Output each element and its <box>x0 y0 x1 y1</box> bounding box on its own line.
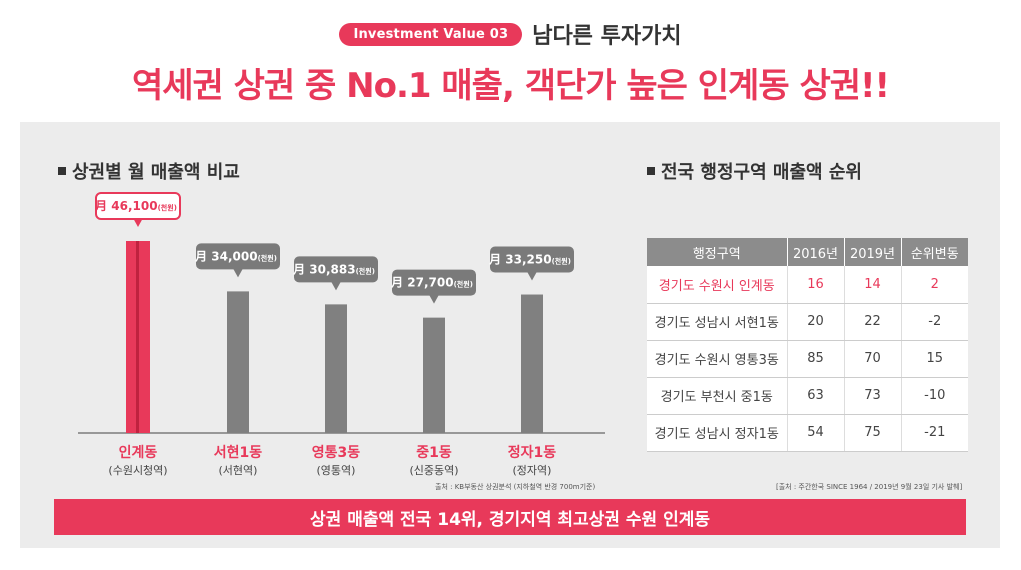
category-sublabel: (정자역) <box>513 464 552 477</box>
ranking-table: 행정구역 2016년 2019년 순위변동 경기도 수원시 인계동 16 14 … <box>647 238 968 452</box>
bullet-square-icon <box>647 167 655 175</box>
category-label: 서현1동 <box>214 445 263 461</box>
callout-pointer <box>233 268 243 278</box>
investment-value-tag: Investment Value 03 <box>339 22 523 46</box>
table-row: 경기도 성남시 서현1동 20 22 -2 <box>647 303 968 341</box>
category-sublabel: (서현역) <box>219 464 258 477</box>
table-cell: 경기도 부천시 중1동 <box>647 377 788 415</box>
left-source-note: 출처 : KB부동산 상권분석 (지하철역 반경 700m기준) <box>435 483 596 491</box>
right-section-title-text: 전국 행정구역 매출액 순위 <box>661 162 862 183</box>
left-section-title: 상권별 월 매출액 비교 <box>58 158 240 184</box>
bar-value-label: 月 27,700(천원) <box>390 276 473 290</box>
table-cell: -10 <box>901 377 968 415</box>
table-cell: 63 <box>787 377 845 415</box>
category-label: 영통3동 <box>312 444 361 461</box>
category-label: 인계동 <box>119 444 158 461</box>
table-cell: 2 <box>901 266 968 304</box>
column-header: 2016년 <box>787 238 845 266</box>
column-header: 행정구역 <box>647 238 788 266</box>
section-tag-row: Investment Value 03 남다른 투자가치 <box>0 18 1021 50</box>
callout-pointer <box>429 294 439 304</box>
right-source-note: [출처 : 주간한국 SINCE 1964 / 2019년 9월 23일 기사 … <box>776 483 963 491</box>
tag-title: 남다른 투자가치 <box>532 24 682 49</box>
monthly-sales-bar-chart: 月 46,100(천원) 인계동 (수원시청역) 月 34,000(천원) 서현1동 (서… <box>78 192 605 477</box>
table-row: 경기도 부천시 중1동 63 73 -10 <box>647 377 968 415</box>
callout-pointer <box>331 281 341 291</box>
table-cell: 경기도 수원시 인계동 <box>647 266 788 304</box>
bullet-square-icon <box>58 167 66 175</box>
table-row: 경기도 수원시 영통3동 85 70 15 <box>647 340 968 378</box>
table-cell: 16 <box>787 266 845 304</box>
value-callout <box>294 256 378 283</box>
table-cell: 경기도 성남시 서현1동 <box>647 303 788 341</box>
bottom-banner: 상권 매출액 전국 14위, 경기지역 최고상권 수원 인계동 <box>54 499 966 535</box>
page-headline: 역세권 상권 중 No.1 매출, 객단가 높은 인계동 상권!! <box>131 66 890 106</box>
bar-2 <box>227 291 249 433</box>
table-cell: 70 <box>844 340 902 378</box>
table-cell: 경기도 성남시 정자1동 <box>647 414 788 452</box>
bar-shade <box>136 241 139 433</box>
bar-value-label: 月 30,883(천원) <box>292 262 375 276</box>
table-cell: 85 <box>787 340 845 378</box>
category-sublabel: (신중동역) <box>409 464 458 477</box>
table-row: 경기도 수원시 인계동 16 14 2 <box>647 266 968 304</box>
value-callout <box>196 243 280 270</box>
bar-3 <box>325 304 347 433</box>
table-cell: -21 <box>901 414 968 452</box>
bar-value-label: 月 46,100(천원) <box>94 199 177 213</box>
bar-5 <box>521 294 543 433</box>
category-label: 정자1동 <box>508 444 557 461</box>
category-label: 중1동 <box>416 445 452 461</box>
left-section-title-text: 상권별 월 매출액 비교 <box>72 162 240 183</box>
column-header: 2019년 <box>844 238 902 266</box>
column-header: 순위변동 <box>901 238 968 266</box>
value-callout <box>490 246 574 273</box>
callout-pointer <box>527 271 537 281</box>
bar-4 <box>423 317 445 433</box>
bar-value-label: 月 34,000(천원) <box>194 249 277 263</box>
content-panel: 상권별 월 매출액 비교 전국 행정구역 매출액 순위 月 46,100(천원)… <box>20 122 1000 548</box>
category-sublabel: (수원시청역) <box>108 464 167 477</box>
table-cell: 14 <box>844 266 902 304</box>
category-sublabel: (영통역) <box>317 464 356 477</box>
table-cell: 20 <box>787 303 845 341</box>
table-row: 경기도 성남시 정자1동 54 75 -21 <box>647 414 968 452</box>
table-header-row: 행정구역 2016년 2019년 순위변동 <box>647 238 968 266</box>
table-cell: 75 <box>844 414 902 452</box>
table-cell: 22 <box>844 303 902 341</box>
bar-value-label: 月 33,250(천원) <box>488 253 571 267</box>
table-cell: 54 <box>787 414 845 452</box>
table-cell: -2 <box>901 303 968 341</box>
table-cell: 15 <box>901 340 968 378</box>
value-callout <box>392 269 476 296</box>
table-cell: 73 <box>844 377 902 415</box>
table-cell: 경기도 수원시 영통3동 <box>647 340 788 378</box>
right-section-title: 전국 행정구역 매출액 순위 <box>647 158 862 184</box>
callout-pointer <box>133 218 143 227</box>
